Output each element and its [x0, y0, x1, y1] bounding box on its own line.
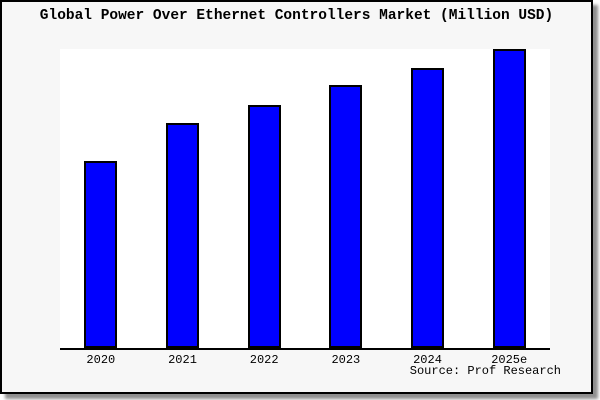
- bar-cell-2024: [387, 49, 469, 348]
- bar-2023: [329, 85, 363, 348]
- bar-cell-2023: [305, 49, 387, 348]
- x-tick-label-2022: 2022: [249, 353, 279, 367]
- bars-container: [60, 49, 550, 348]
- x-axis-labels: 2020 2021 2022 2023 2024 2025e: [60, 353, 550, 367]
- chart-title: Global Power Over Ethernet Controllers M…: [39, 8, 554, 24]
- chart-card: Global Power Over Ethernet Controllers M…: [0, 0, 593, 394]
- bar-cell-2025e: [468, 49, 550, 348]
- source-credit: Source: Prof Research: [409, 364, 561, 378]
- plot-area: [60, 49, 550, 350]
- x-tick-label-2024: 2024: [413, 353, 442, 367]
- x-tick-label-2020: 2020: [86, 353, 116, 367]
- bar-2021: [166, 123, 199, 348]
- bar-2025e: [492, 49, 526, 348]
- x-tick-label-2021: 2021: [168, 353, 197, 367]
- x-tick-label-2023: 2023: [331, 353, 361, 367]
- bar-2024: [411, 68, 445, 348]
- bar-cell-2020: [60, 49, 142, 348]
- bar-cell-2021: [142, 49, 224, 348]
- x-tick-label-2025e: 2025e: [491, 353, 528, 367]
- bar-cell-2022: [223, 49, 305, 348]
- bar-2022: [247, 105, 281, 348]
- bar-2020: [84, 161, 118, 348]
